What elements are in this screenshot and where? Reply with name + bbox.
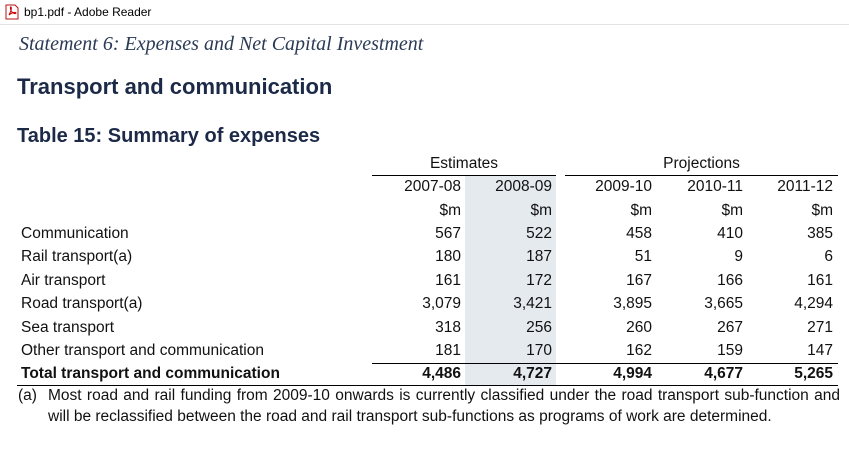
cell-value: 567 [435,225,461,242]
unit-header: $m [439,202,461,219]
group-header: Estimates [429,155,499,172]
cell-value: 181 [435,342,461,359]
column-shade [465,176,556,385]
year-header: 2008-09 [495,178,552,195]
cell-value: 256 [526,318,552,336]
cell-value: 170 [526,342,552,359]
cell-value: 3,895 [613,295,652,313]
unit-header: $m [530,202,552,219]
statement-heading: Statement 6: Expenses and Net Capital In… [19,33,424,55]
cell-value: 147 [807,342,833,359]
title-bar: bp1.pdf - Adobe Reader [0,0,849,25]
cell-value: 161 [435,271,461,289]
cell-value: 522 [526,225,552,242]
row-label: Other transport and communication [21,342,264,359]
cell-value: 3,665 [704,295,743,313]
total-value: 4,677 [704,365,743,382]
cell-value: 6 [824,248,833,266]
unit-header: $m [721,202,743,219]
cell-value: 318 [435,318,461,336]
footnote-marker: (a) [18,387,37,404]
cell-value: 4,294 [794,295,833,313]
cell-value: 458 [626,225,652,242]
cell-value: 3,079 [422,295,461,313]
rule [372,175,556,176]
row-label: Sea transport [21,318,115,336]
unit-header: $m [811,202,833,219]
pdf-icon [5,4,19,20]
rule [372,363,838,364]
cell-value: 172 [526,271,552,289]
cell-value: 162 [626,342,652,359]
row-label: Rail transport(a) [21,248,133,266]
cell-value: 51 [634,248,652,266]
section-heading: Transport and communication [17,74,333,99]
cell-value: 410 [717,225,743,242]
unit-header: $m [630,202,652,219]
cell-value: 385 [807,225,833,242]
total-value: 4,486 [422,365,461,382]
cell-value: 161 [807,271,833,289]
cell-value: 267 [717,318,743,336]
table-title: Table 15: Summary of expenses [17,125,321,147]
row-label: Air transport [21,271,106,289]
cell-value: 3,421 [513,295,552,313]
cell-value: 159 [717,342,743,359]
year-header: 2007-08 [404,178,461,195]
year-header: 2009-10 [595,178,652,195]
total-label: Total transport and communication [21,365,280,382]
year-header: 2011-12 [777,178,833,195]
total-value: 4,994 [613,365,652,382]
cell-value: 187 [526,248,552,266]
footnote-text: Most road and rail funding from 2009-10 … [48,387,840,425]
cell-value: 167 [626,271,652,289]
rule [17,385,838,386]
cell-value: 166 [717,271,743,289]
cell-value: 260 [626,318,652,336]
year-header: 2010-11 [687,178,743,195]
rule [565,175,838,176]
total-value: 5,265 [794,365,833,382]
footnote: (a) Most road and rail funding from 2009… [18,386,840,427]
cell-value: 9 [734,248,743,266]
row-label: Road transport(a) [21,295,143,313]
window-title: bp1.pdf - Adobe Reader [24,5,152,19]
group-header: Projections [663,155,740,172]
cell-value: 271 [807,318,833,336]
row-label: Communication [21,225,129,242]
cell-value: 180 [435,248,461,266]
total-value: 4,727 [513,365,552,382]
